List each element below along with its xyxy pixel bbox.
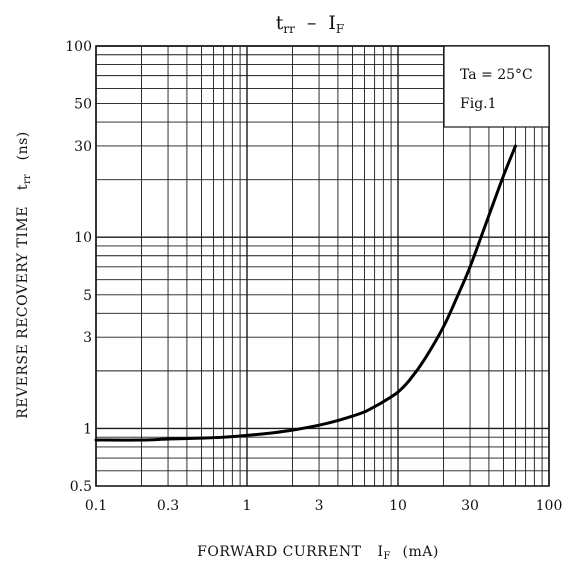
y-tick-label: 10	[74, 230, 92, 246]
annotation-figure-label: Fig.1	[460, 96, 497, 112]
x-tick-label: 30	[461, 498, 479, 514]
chart-title: trr – IF	[276, 12, 344, 36]
x-tick-label: 0.1	[85, 498, 107, 514]
title-trr-subscript: rr	[283, 22, 295, 36]
x-tick-label: 0.3	[157, 498, 179, 514]
annotation-temperature: Ta = 25°C	[460, 67, 533, 83]
x-tick-label: 3	[315, 498, 324, 514]
annotation-box-frame	[443, 45, 550, 128]
x-axis-label: FORWARD CURRENT IF (mA)	[197, 544, 439, 562]
y-tick-label: 100	[65, 39, 92, 55]
x-tick-label: 10	[389, 498, 407, 514]
y-tick-label: 1	[83, 421, 92, 437]
x-axis-symbol-subscript: F	[384, 551, 391, 562]
title-if-subscript: F	[336, 22, 344, 36]
trr-vs-if-curve	[94, 144, 517, 442]
tick-labels: 0.1 0.3 1 3 10 30 100 0.5 1 3 5 10 30 50 100	[65, 39, 562, 514]
title-dash: –	[307, 12, 317, 34]
y-tick-label: 0.5	[70, 479, 92, 495]
annotation-box: Ta = 25°C Fig.1	[443, 45, 550, 128]
series-layer	[94, 144, 517, 442]
y-tick-label: 5	[83, 288, 92, 304]
y-tick-label: 3	[83, 330, 92, 346]
x-axis-unit: (mA)	[403, 544, 439, 560]
title-if-symbol: I	[328, 12, 336, 34]
y-tick-label: 30	[74, 139, 92, 155]
x-axis-label-text: FORWARD CURRENT	[197, 544, 362, 560]
title-trr-symbol: t	[276, 12, 284, 34]
y-axis-label: REVERSE RECOVERY TIME trr (ns)	[15, 131, 33, 418]
y-axis-symbol: t	[15, 184, 31, 190]
x-tick-label: 1	[243, 498, 252, 514]
y-axis-label-text: REVERSE RECOVERY TIME	[15, 206, 31, 419]
x-axis-symbol: I	[378, 544, 384, 560]
y-axis-unit: (ns)	[15, 131, 31, 160]
y-tick-label: 50	[74, 97, 92, 113]
plot-frame	[95, 45, 550, 487]
y-axis-symbol-subscript: rr	[22, 174, 33, 184]
x-tick-label: 100	[536, 498, 563, 514]
